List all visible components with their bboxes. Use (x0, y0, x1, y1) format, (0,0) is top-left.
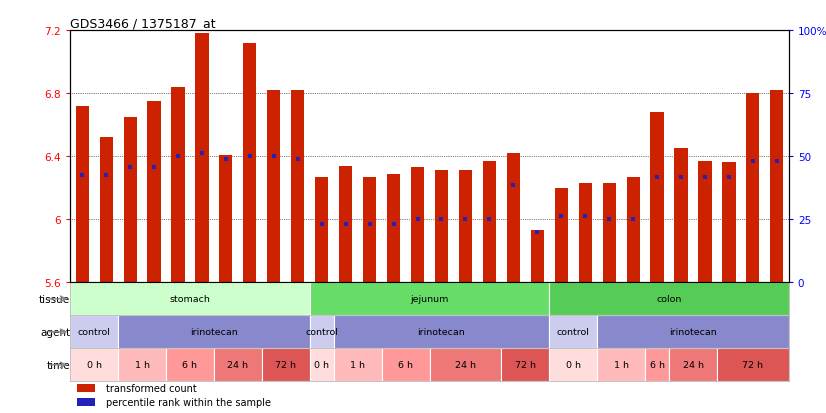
Bar (244, 43, 256, 282)
Text: 1 h: 1 h (135, 361, 150, 370)
Bar (579, 183, 591, 282)
Bar (549, 282, 789, 316)
Bar (549, 349, 597, 382)
Bar (166, 349, 214, 382)
Bar (717, 349, 789, 382)
Text: 24 h: 24 h (682, 361, 704, 370)
Bar (669, 349, 717, 382)
Bar (501, 349, 549, 382)
Text: 1 h: 1 h (614, 361, 629, 370)
Bar (78, 384, 95, 392)
Text: time: time (46, 360, 70, 370)
Text: stomach: stomach (169, 294, 211, 304)
Bar (148, 102, 160, 282)
Text: control: control (78, 328, 111, 337)
Text: 0 h: 0 h (87, 361, 102, 370)
Bar (555, 188, 567, 282)
Text: irinotecan: irinotecan (669, 328, 717, 337)
Bar (262, 349, 310, 382)
Bar (172, 88, 184, 282)
Bar (196, 34, 208, 282)
Bar (483, 161, 496, 282)
Text: agent: agent (40, 327, 70, 337)
Text: 24 h: 24 h (227, 361, 249, 370)
Bar (214, 349, 262, 382)
Bar (771, 91, 783, 282)
Bar (747, 94, 759, 282)
Bar (430, 349, 501, 382)
Text: colon: colon (657, 294, 681, 304)
Bar (435, 171, 448, 282)
Bar (292, 91, 304, 282)
Bar (531, 231, 544, 282)
Bar (699, 161, 711, 282)
Bar (627, 177, 639, 282)
Text: GDS3466 / 1375187_at: GDS3466 / 1375187_at (70, 17, 216, 30)
Text: 72 h: 72 h (743, 361, 763, 370)
Text: 24 h: 24 h (455, 361, 476, 370)
Text: percentile rank within the sample: percentile rank within the sample (106, 397, 271, 407)
Text: jejunum: jejunum (411, 294, 449, 304)
Bar (549, 316, 597, 349)
Text: 6 h: 6 h (649, 361, 665, 370)
Text: 6 h: 6 h (183, 361, 197, 370)
Text: control: control (557, 328, 590, 337)
Bar (310, 349, 334, 382)
Bar (70, 349, 118, 382)
Bar (723, 163, 735, 282)
Bar (334, 349, 382, 382)
Bar (220, 155, 232, 282)
Bar (78, 398, 95, 406)
Text: 1 h: 1 h (350, 361, 365, 370)
Bar (70, 316, 118, 349)
Bar (100, 138, 112, 282)
Text: tissue: tissue (39, 294, 70, 304)
Bar (651, 113, 663, 282)
Text: 72 h: 72 h (275, 361, 297, 370)
Bar (310, 316, 334, 349)
Bar (70, 282, 310, 316)
Bar (334, 316, 549, 349)
Bar (603, 183, 615, 282)
Text: 72 h: 72 h (515, 361, 536, 370)
Text: transformed count: transformed count (106, 383, 197, 393)
Bar (316, 177, 328, 282)
Bar (76, 107, 88, 282)
Bar (675, 149, 687, 282)
Text: 0 h: 0 h (314, 361, 330, 370)
Bar (339, 166, 352, 282)
Bar (597, 349, 645, 382)
Bar (507, 154, 520, 282)
Bar (387, 174, 400, 282)
Text: control: control (306, 328, 338, 337)
Bar (118, 316, 310, 349)
Bar (382, 349, 430, 382)
Bar (118, 349, 166, 382)
Bar (411, 168, 424, 282)
Text: irinotecan: irinotecan (190, 328, 238, 337)
Text: irinotecan: irinotecan (418, 328, 465, 337)
Bar (459, 171, 472, 282)
Bar (597, 316, 789, 349)
Bar (124, 117, 136, 282)
Bar (363, 177, 376, 282)
Bar (268, 91, 280, 282)
Bar (645, 349, 669, 382)
Text: 6 h: 6 h (398, 361, 413, 370)
Bar (310, 282, 549, 316)
Text: 0 h: 0 h (566, 361, 581, 370)
